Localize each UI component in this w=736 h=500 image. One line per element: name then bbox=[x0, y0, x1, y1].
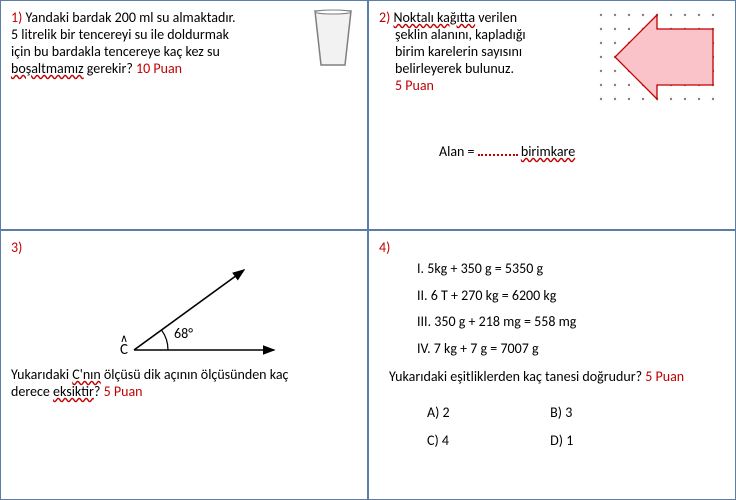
q2-t1: Noktalı kağıtta bbox=[394, 9, 476, 26]
q2-answer-line: Alan = birimkare bbox=[439, 142, 725, 160]
q4-optA: A) 2 bbox=[427, 399, 547, 427]
q3-points: 5 Puan bbox=[104, 383, 143, 400]
alan-unit: birimkare bbox=[521, 143, 575, 160]
q3-number: 3) bbox=[11, 239, 22, 256]
q1-line4: boşaltmamız gerekir? 10 Puan bbox=[11, 60, 357, 77]
q3-tc: ölçüsü dik açının ölçüsünden kaç bbox=[101, 366, 289, 383]
q2-t1b: verilen bbox=[475, 9, 517, 26]
q4-qtext: Yukarıdaki eşitliklerden kaç tanesi doğr… bbox=[389, 368, 642, 385]
q2-textblock: 2) Noktalı kağıtta verilen şeklin alanın… bbox=[379, 9, 569, 94]
q3-tf: ? bbox=[94, 383, 101, 400]
question-4: 4) I. 5kg + 350 g = 5350 g II. 6 T + 270… bbox=[368, 230, 736, 500]
angle-label: 68° bbox=[174, 325, 193, 342]
q2-number: 2) bbox=[379, 9, 390, 26]
q4-options: A) 2 B) 3 C) 4 D) 1 bbox=[427, 399, 725, 455]
q4-statements: I. 5kg + 350 g = 5350 g II. 6 T + 270 kg… bbox=[417, 256, 725, 362]
question-3: 3) 68° C ∧ Yukarıdaki C'nın ölçüsü dik a… bbox=[0, 230, 368, 500]
q4-points: 5 Puan bbox=[645, 368, 684, 385]
question-2: 2) Noktalı kağıtta verilen şeklin alanın… bbox=[368, 0, 736, 230]
alan-label: Alan = bbox=[439, 143, 478, 160]
q2-t2: şeklin alanını, kapladığı bbox=[395, 26, 569, 43]
dot-grid-arrow bbox=[595, 9, 727, 109]
q1-line1: 1) Yandaki bardak 200 ml su almaktadır. bbox=[11, 9, 357, 26]
q1-text-a: Yandaki bardak 200 ml su almaktadır. bbox=[26, 9, 236, 26]
q1-text-e: gerekir? bbox=[84, 60, 133, 77]
q3-td: derece bbox=[11, 383, 53, 400]
q1-number: 1) bbox=[11, 9, 22, 26]
angle-figure: 68° C ∧ bbox=[11, 260, 357, 364]
q4-question: Yukarıdaki eşitliklerden kaç tanesi doğr… bbox=[389, 368, 725, 385]
worksheet-grid: 1) Yandaki bardak 200 ml su almaktadır. … bbox=[0, 0, 736, 500]
q4-optC: C) 4 bbox=[427, 427, 547, 455]
q1-text-c: için bu bardakla tencereye kaç kez su bbox=[11, 43, 357, 60]
q4-l2: II. 6 T + 270 kg = 6200 kg bbox=[417, 283, 725, 310]
alan-blank bbox=[478, 142, 518, 156]
q1-text-d: boşaltmamız bbox=[11, 60, 84, 77]
q4-l3: III. 350 g + 218 mg = 558 mg bbox=[417, 309, 725, 336]
q4-optB: B) 3 bbox=[550, 399, 670, 427]
q1-text-b: 5 litrelik bir tencereyi su ile doldurma… bbox=[11, 26, 357, 43]
q4-optD: D) 1 bbox=[550, 427, 670, 455]
q3-line2: derece eksiktir? 5 Puan bbox=[11, 383, 357, 400]
q4-l4: IV. 7 kg + 7 g = 7007 g bbox=[417, 336, 725, 363]
angle-hat: ∧ bbox=[120, 332, 128, 345]
q3-ta: Yukarıdaki bbox=[11, 366, 72, 383]
q2-t4: belirleyerek bulunuz. bbox=[395, 60, 569, 77]
q3-te: eksiktir bbox=[53, 383, 94, 400]
q1-points: 10 Puan bbox=[136, 60, 182, 77]
question-1: 1) Yandaki bardak 200 ml su almaktadır. … bbox=[0, 0, 368, 230]
q4-l1: I. 5kg + 350 g = 5350 g bbox=[417, 256, 725, 283]
q2-t3: birim karelerin sayısını bbox=[395, 43, 569, 60]
q3-line1: Yukarıdaki C'nın ölçüsü dik açının ölçüs… bbox=[11, 366, 357, 383]
glass-icon bbox=[313, 9, 353, 67]
q4-number: 4) bbox=[379, 239, 390, 256]
q3-tb: C'nın bbox=[72, 366, 100, 383]
q2-points: 5 Puan bbox=[395, 77, 569, 94]
angle-svg: 68° C ∧ bbox=[74, 260, 294, 360]
